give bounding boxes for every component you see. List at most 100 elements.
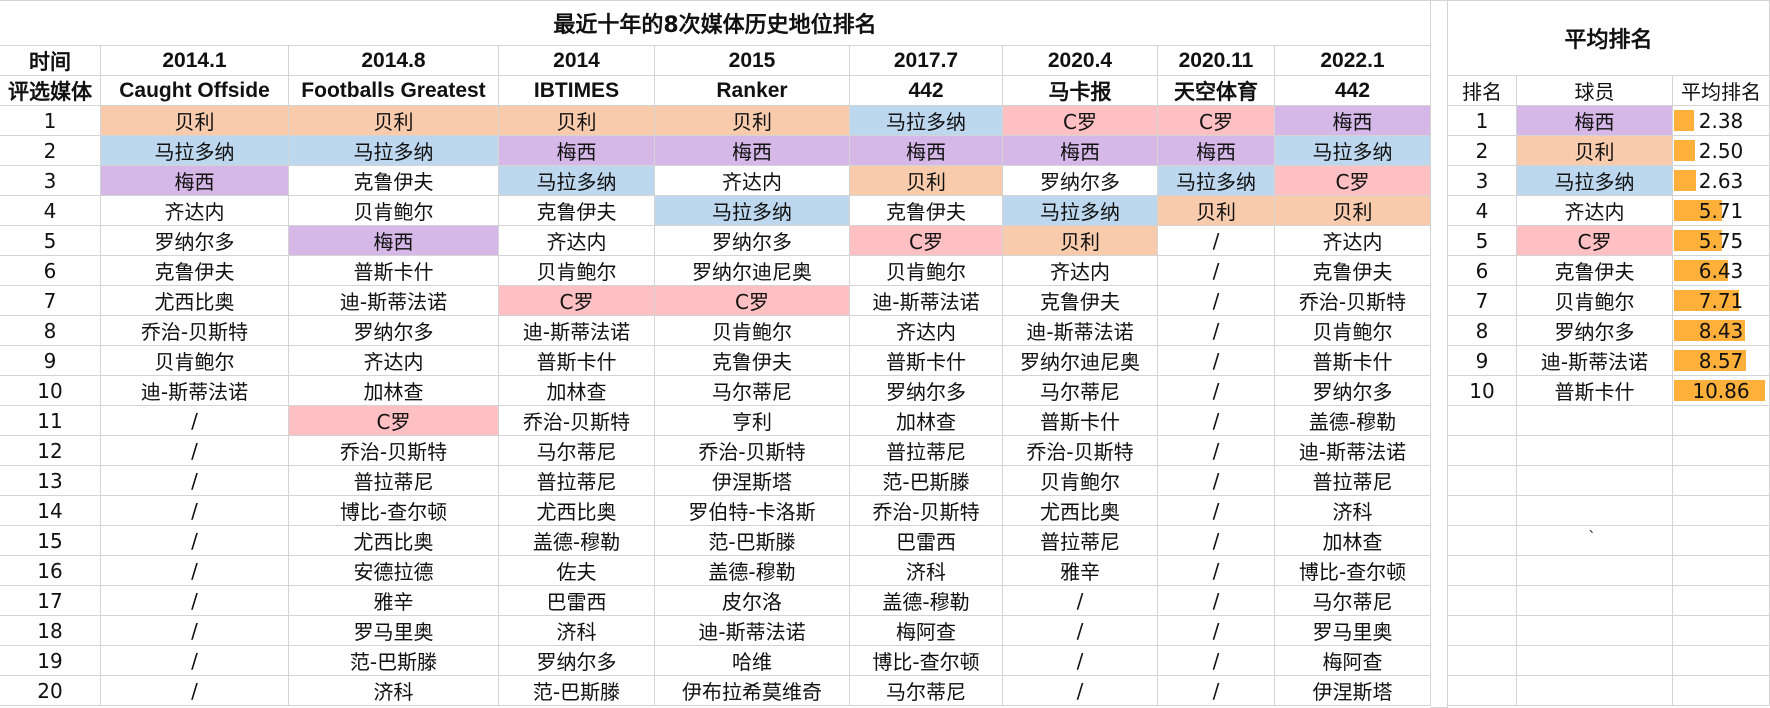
player-cell: 普斯卡什	[499, 346, 655, 376]
player-cell: 罗伯特-卡洛斯	[655, 496, 850, 526]
rank-cell: 10	[0, 376, 101, 406]
player-cell: 贝利	[1275, 196, 1431, 226]
average-value: 6.43	[1698, 258, 1744, 283]
average-bar	[1674, 110, 1694, 131]
player-cell: 加林查	[850, 406, 1003, 436]
average-player-cell	[1517, 526, 1673, 556]
column-date-header: 2014.1	[101, 46, 289, 76]
player-cell: C罗	[1275, 166, 1431, 196]
player-cell: /	[1158, 316, 1275, 346]
average-player-cell: 齐达内	[1517, 196, 1673, 226]
average-rank-cell	[1448, 616, 1517, 646]
average-value: 2.50	[1698, 138, 1744, 163]
player-cell: 齐达内	[101, 196, 289, 226]
player-cell: 伊布拉希莫维奇	[655, 676, 850, 706]
player-cell: 普斯卡什	[1003, 406, 1158, 436]
rank-cell: 2	[0, 136, 101, 166]
average-value-cell: 8.43	[1673, 316, 1770, 346]
column-media-header: 天空体育	[1158, 76, 1275, 106]
player-cell: /	[1158, 286, 1275, 316]
average-value-cell	[1673, 466, 1770, 496]
column-date-header: 2020.11	[1158, 46, 1275, 76]
average-value: 2.63	[1698, 168, 1744, 193]
average-player-cell: 贝肯鲍尔	[1517, 286, 1673, 316]
player-cell: 马尔蒂尼	[1275, 586, 1431, 616]
player-cell: 博比-查尔顿	[850, 646, 1003, 676]
player-cell: 梅西	[1275, 106, 1431, 136]
average-bar	[1674, 170, 1696, 191]
average-rank-cell: 5	[1448, 226, 1517, 256]
average-player-cell	[1517, 406, 1673, 436]
player-cell: /	[1158, 466, 1275, 496]
player-cell: 马拉多纳	[289, 136, 499, 166]
player-cell: 马拉多纳	[1275, 136, 1431, 166]
column-date-header: 2014	[499, 46, 655, 76]
player-cell: 盖德-穆勒	[1275, 406, 1431, 436]
player-cell: 尤西比奥	[1003, 496, 1158, 526]
player-cell: /	[101, 616, 289, 646]
rank-cell: 18	[0, 616, 101, 646]
player-cell: 克鲁伊夫	[1275, 256, 1431, 286]
player-cell: 齐达内	[1003, 256, 1158, 286]
player-cell: 范-巴斯滕	[289, 646, 499, 676]
player-cell: /	[101, 646, 289, 676]
average-player-cell: C罗	[1517, 226, 1673, 256]
player-cell: 梅西	[499, 136, 655, 166]
rank-cell: 3	[0, 166, 101, 196]
average-value-cell	[1673, 616, 1770, 646]
player-cell: 乔治-贝斯特	[289, 436, 499, 466]
player-cell: 皮尔洛	[655, 586, 850, 616]
average-rank-cell: 7	[1448, 286, 1517, 316]
player-cell: 迪-斯蒂法诺	[1275, 436, 1431, 466]
player-cell: /	[101, 556, 289, 586]
player-cell: 哈维	[655, 646, 850, 676]
average-table-title: 平均排名	[1448, 0, 1770, 76]
player-cell: 盖德-穆勒	[850, 586, 1003, 616]
player-cell: 马拉多纳	[1158, 166, 1275, 196]
average-rank-cell	[1448, 526, 1517, 556]
average-player-cell	[1517, 466, 1673, 496]
player-cell: 加林查	[1275, 526, 1431, 556]
average-player-cell	[1517, 496, 1673, 526]
average-value: 5.71	[1698, 198, 1744, 223]
player-cell: /	[1158, 406, 1275, 436]
rank-cell: 6	[0, 256, 101, 286]
player-cell: 马拉多纳	[1003, 196, 1158, 226]
player-cell: 迪-斯蒂法诺	[101, 376, 289, 406]
average-bar	[1674, 320, 1745, 341]
player-cell: 梅西	[1003, 136, 1158, 166]
player-cell: 安德拉德	[289, 556, 499, 586]
player-cell: 贝肯鲍尔	[850, 256, 1003, 286]
player-cell: 加林查	[499, 376, 655, 406]
average-rank-cell	[1448, 676, 1517, 706]
rank-cell: 7	[0, 286, 101, 316]
column-media-header: 442	[1275, 76, 1431, 106]
player-cell: 加林查	[289, 376, 499, 406]
stray-mark: `	[1588, 528, 1596, 547]
player-cell: 马拉多纳	[850, 106, 1003, 136]
player-cell: 马尔蒂尼	[655, 376, 850, 406]
player-cell: /	[1003, 676, 1158, 706]
average-player-cell	[1517, 616, 1673, 646]
player-cell: 贝利	[1158, 196, 1275, 226]
player-cell: 巴雷西	[499, 586, 655, 616]
player-cell: /	[1158, 526, 1275, 556]
player-cell: 尤西比奥	[101, 286, 289, 316]
player-cell: 迪-斯蒂法诺	[655, 616, 850, 646]
average-bar	[1674, 260, 1728, 281]
player-cell: 罗纳尔多	[1003, 166, 1158, 196]
player-cell: 普斯卡什	[1275, 346, 1431, 376]
player-cell: 济科	[1275, 496, 1431, 526]
average-player-cell: 迪-斯蒂法诺	[1517, 346, 1673, 376]
player-cell: 梅西	[850, 136, 1003, 166]
player-cell: /	[1003, 616, 1158, 646]
player-cell: 雅辛	[1003, 556, 1158, 586]
player-cell: /	[1158, 346, 1275, 376]
average-rank-cell: 9	[1448, 346, 1517, 376]
player-cell: /	[101, 466, 289, 496]
player-cell: 罗纳尔迪尼奥	[1003, 346, 1158, 376]
rank-cell: 9	[0, 346, 101, 376]
player-cell: 齐达内	[1275, 226, 1431, 256]
average-rank-cell	[1448, 406, 1517, 436]
player-cell: 梅西	[655, 136, 850, 166]
